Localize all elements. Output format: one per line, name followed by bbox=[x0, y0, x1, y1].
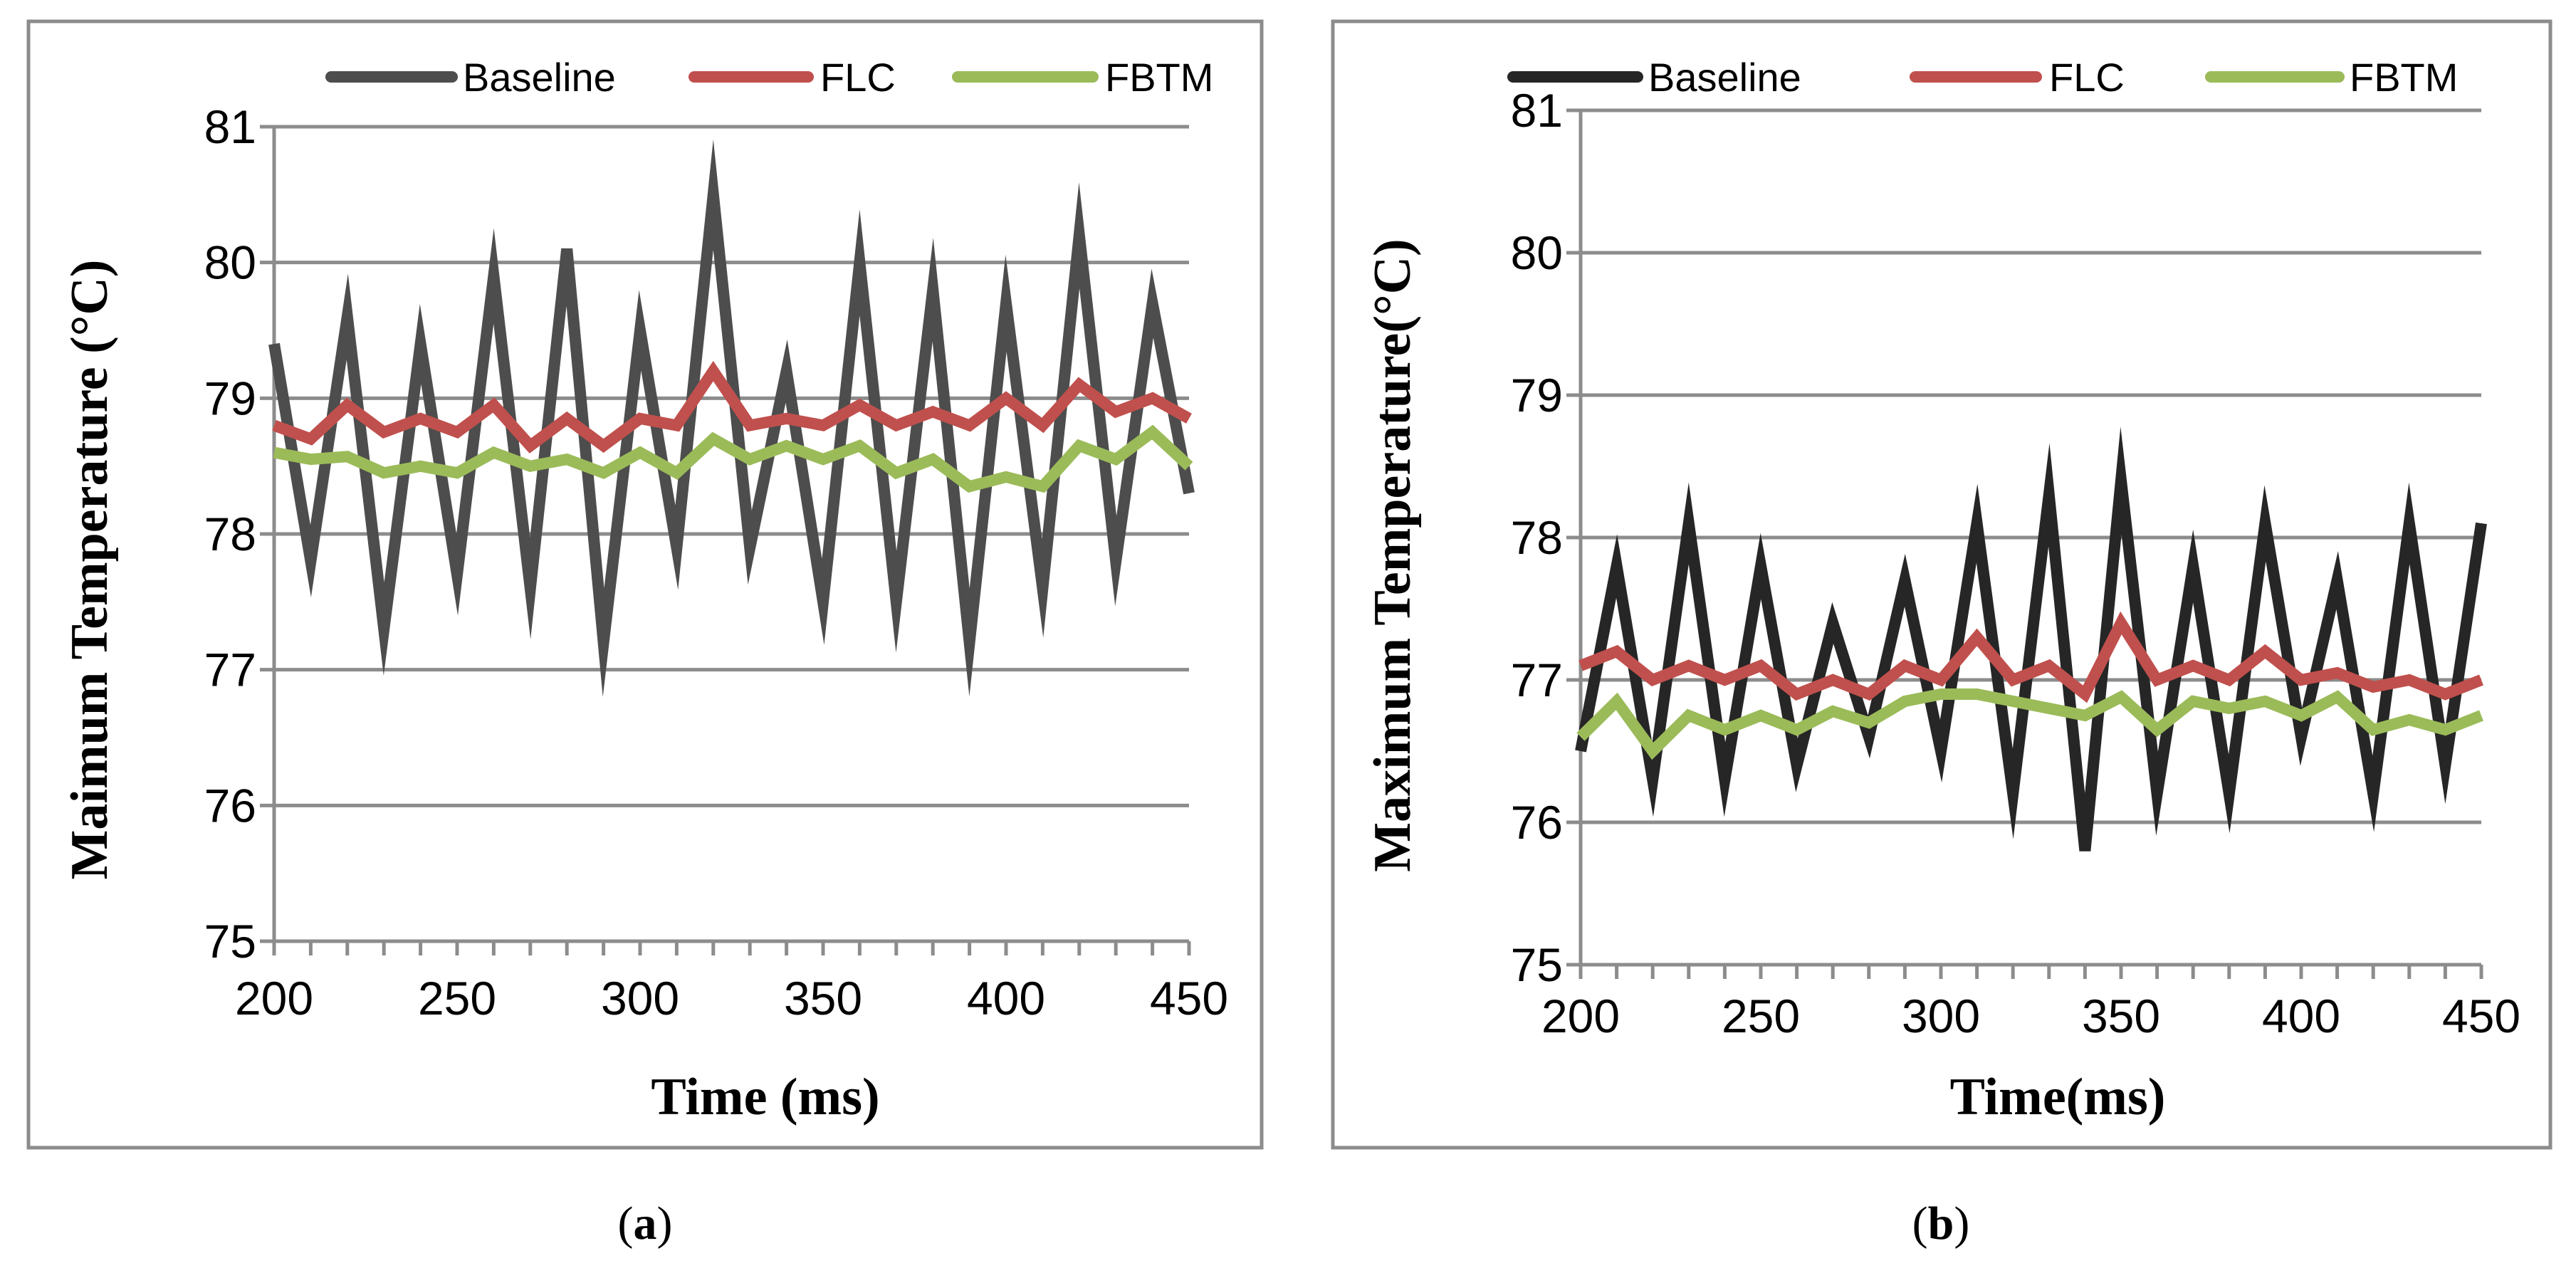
panel-b-caption-letter: b bbox=[1928, 1198, 1954, 1249]
panel-b-series-flc-line bbox=[1578, 611, 2483, 703]
panel-a-axes bbox=[260, 125, 1191, 955]
panel-a-x-tick-label: 400 bbox=[967, 972, 1045, 1025]
panel-a-x-tick-label: 450 bbox=[1150, 972, 1228, 1025]
panel-b-y-tick-label: 79 bbox=[1511, 369, 1563, 421]
panel-b-x-tick-label: 250 bbox=[1722, 990, 1800, 1042]
panel-a-y-tick-label: 75 bbox=[204, 915, 256, 968]
panel-a-y-tick-label: 76 bbox=[204, 779, 256, 832]
panel-b-x-tick-label: 300 bbox=[1902, 990, 1980, 1042]
panel-a-y-tick-labels: 75 76 77 78 79 80 81 bbox=[204, 100, 256, 968]
panel-b-y-tick-label: 75 bbox=[1511, 938, 1563, 991]
panel-a-series-fbtm-line bbox=[273, 424, 1193, 493]
panel-a-y-tick-label: 77 bbox=[204, 644, 256, 696]
panel-a-caption-letter: a bbox=[634, 1198, 657, 1249]
panel-a-y-tick-label: 78 bbox=[204, 508, 256, 560]
panel-a-legend-baseline-label: Baseline bbox=[463, 55, 616, 100]
panel-b: Baseline FLC FBTM 75 76 77 78 79 80 81 200 250 300… bbox=[1331, 19, 2553, 1150]
panel-b-x-axis-title: Time(ms) bbox=[1950, 1068, 2166, 1126]
panel-a-frame bbox=[26, 19, 1264, 1150]
panel-a-series-flc-line bbox=[272, 360, 1192, 454]
panel-b-y-tick-label: 77 bbox=[1511, 654, 1563, 706]
panel-b-caption: (b) bbox=[1912, 1198, 1970, 1249]
panel-b-x-tick-label: 400 bbox=[2262, 990, 2340, 1042]
panel-b-axes bbox=[1566, 108, 2483, 979]
panel-b-legend-flc-label: FLC bbox=[2049, 55, 2125, 100]
panel-b-y-tick-label: 76 bbox=[1511, 796, 1563, 849]
panel-b-legend: Baseline FLC FBTM bbox=[1507, 55, 2458, 100]
panel-b-x-tick-label: 450 bbox=[2442, 990, 2520, 1042]
panel-a-x-tick-label: 200 bbox=[235, 972, 313, 1025]
panel-b-series-fbtm-line bbox=[1576, 688, 2483, 760]
panel-b-y-tick-label: 80 bbox=[1511, 226, 1563, 279]
panel-b-gridlines bbox=[1581, 108, 2481, 967]
panel-a-y-axis-title: Maimum Temperature (°C) bbox=[61, 260, 119, 880]
panel-a-y-tick-label: 79 bbox=[204, 372, 256, 424]
panel-b-frame bbox=[1331, 19, 2553, 1150]
panel-a-x-tick-label: 300 bbox=[601, 972, 679, 1025]
panel-a-y-tick-label: 81 bbox=[204, 100, 256, 153]
panel-b-y-tick-label: 81 bbox=[1511, 84, 1563, 137]
panel-a-legend-flc-label: FLC bbox=[820, 55, 896, 100]
panel-a-x-tick-labels: 200 250 300 350 400 450 bbox=[235, 972, 1228, 1025]
panel-a: Baseline FLC FBTM 75 76 77 78 79 80 81 200 250 300… bbox=[26, 19, 1264, 1150]
panel-b-series-baseline-line bbox=[1575, 426, 2487, 852]
panel-a-series-baseline-line bbox=[268, 139, 1195, 698]
panel-b-y-tick-labels: 75 76 77 78 79 80 81 bbox=[1511, 84, 1563, 991]
panel-b-legend-fbtm-label: FBTM bbox=[2350, 55, 2458, 100]
panel-b-series bbox=[1575, 426, 2487, 852]
panel-a-y-tick-label: 80 bbox=[204, 236, 256, 289]
panel-b-x-tick-label: 350 bbox=[2082, 990, 2160, 1042]
panel-a-x-tick-label: 250 bbox=[418, 972, 496, 1025]
panel-a-series bbox=[268, 139, 1195, 698]
panel-b-x-tick-label: 200 bbox=[1541, 990, 1620, 1042]
panel-a-x-axis-title: Time (ms) bbox=[651, 1068, 879, 1126]
panel-a-caption: (a) bbox=[618, 1198, 673, 1249]
panel-b-y-tick-label: 78 bbox=[1511, 511, 1563, 564]
panel-a-x-tick-label: 350 bbox=[784, 972, 862, 1025]
panel-a-legend: Baseline FLC FBTM bbox=[325, 55, 1213, 100]
panel-b-legend-baseline-label: Baseline bbox=[1648, 55, 1801, 100]
panel-b-y-axis-title: Maximum Temperature(°C) bbox=[1363, 239, 1422, 871]
panel-a-legend-fbtm-label: FBTM bbox=[1105, 55, 1213, 100]
panel-b-x-tick-labels: 200 250 300 350 400 450 bbox=[1541, 990, 2520, 1042]
